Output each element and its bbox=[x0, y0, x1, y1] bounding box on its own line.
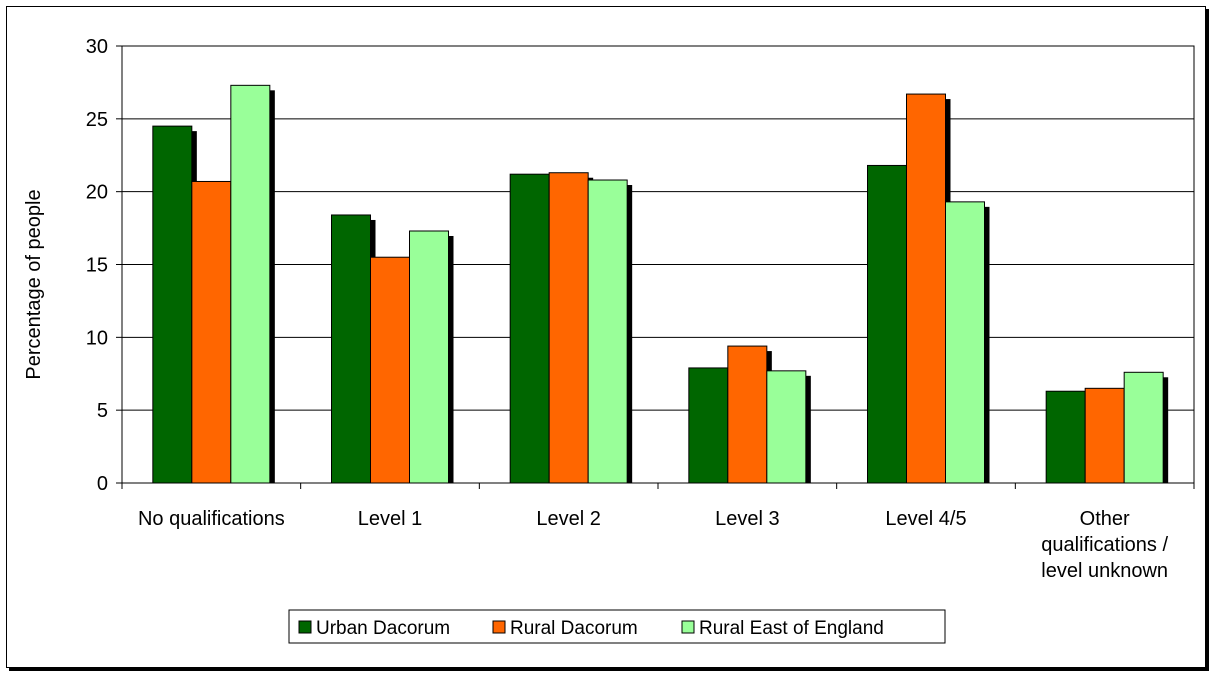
x-tick-label: Level 4/5 bbox=[885, 508, 966, 530]
x-tick-label: No qualifications bbox=[138, 508, 285, 530]
legend: Urban Dacorum Rural Dacorum Rural East of … bbox=[288, 609, 946, 644]
bar bbox=[409, 230, 449, 484]
y-axis-label: Percentage of people bbox=[23, 189, 45, 379]
bar bbox=[509, 173, 550, 484]
bar bbox=[906, 93, 946, 484]
y-tick-label: 15 bbox=[86, 255, 108, 277]
legend-box bbox=[288, 609, 946, 644]
axes: 0 5 10 15 20 25 30 No qualifications Level 1 Leve… bbox=[86, 36, 1195, 582]
bar bbox=[191, 180, 232, 484]
y-tick-label: 0 bbox=[97, 473, 108, 495]
y-tick-label: 30 bbox=[86, 36, 108, 58]
x-tick-label-line: Level 3 bbox=[715, 508, 780, 530]
legend-swatch bbox=[681, 620, 695, 634]
y-tick-label: 20 bbox=[86, 182, 108, 204]
bar bbox=[331, 214, 371, 484]
x-tick-label-line: Level 2 bbox=[536, 508, 601, 530]
x-tick-label-line: qualifications / bbox=[1041, 534, 1168, 556]
x-tick-label-line: Level 4/5 bbox=[885, 508, 966, 530]
legend-label: Rural Dacorum bbox=[510, 618, 638, 639]
y-tick-label: 10 bbox=[86, 327, 108, 349]
bar bbox=[548, 172, 589, 484]
gridlines bbox=[121, 45, 1195, 484]
y-tick-label: 5 bbox=[97, 400, 108, 422]
bar bbox=[945, 201, 985, 484]
x-tick-label: Level 3 bbox=[715, 508, 780, 530]
bar bbox=[867, 164, 907, 484]
x-tick-label: Other qualifications / level unknown bbox=[1041, 508, 1168, 582]
x-tick-label: Level 1 bbox=[358, 508, 423, 530]
bar bbox=[1045, 390, 1086, 484]
legend-label: Urban Dacorum bbox=[316, 618, 450, 639]
x-tick-label-line: No qualifications bbox=[138, 508, 285, 530]
x-tick-label: Level 2 bbox=[536, 508, 601, 530]
bar bbox=[1084, 387, 1125, 484]
bar bbox=[370, 256, 410, 484]
bar bbox=[688, 367, 729, 484]
x-tick-label-line: Level 1 bbox=[358, 508, 423, 530]
bar bbox=[766, 370, 807, 484]
x-tick-label-line: level unknown bbox=[1041, 560, 1168, 582]
bar bbox=[152, 125, 193, 484]
bar bbox=[1123, 371, 1164, 484]
bar bbox=[727, 345, 768, 484]
bar bbox=[587, 179, 628, 484]
legend-swatch bbox=[492, 620, 506, 634]
legend-label: Rural East of England bbox=[699, 618, 884, 639]
x-tick-label-line: Other bbox=[1080, 508, 1130, 530]
bar bbox=[230, 84, 271, 484]
legend-swatch bbox=[298, 620, 312, 634]
y-tick-label: 25 bbox=[86, 109, 108, 131]
